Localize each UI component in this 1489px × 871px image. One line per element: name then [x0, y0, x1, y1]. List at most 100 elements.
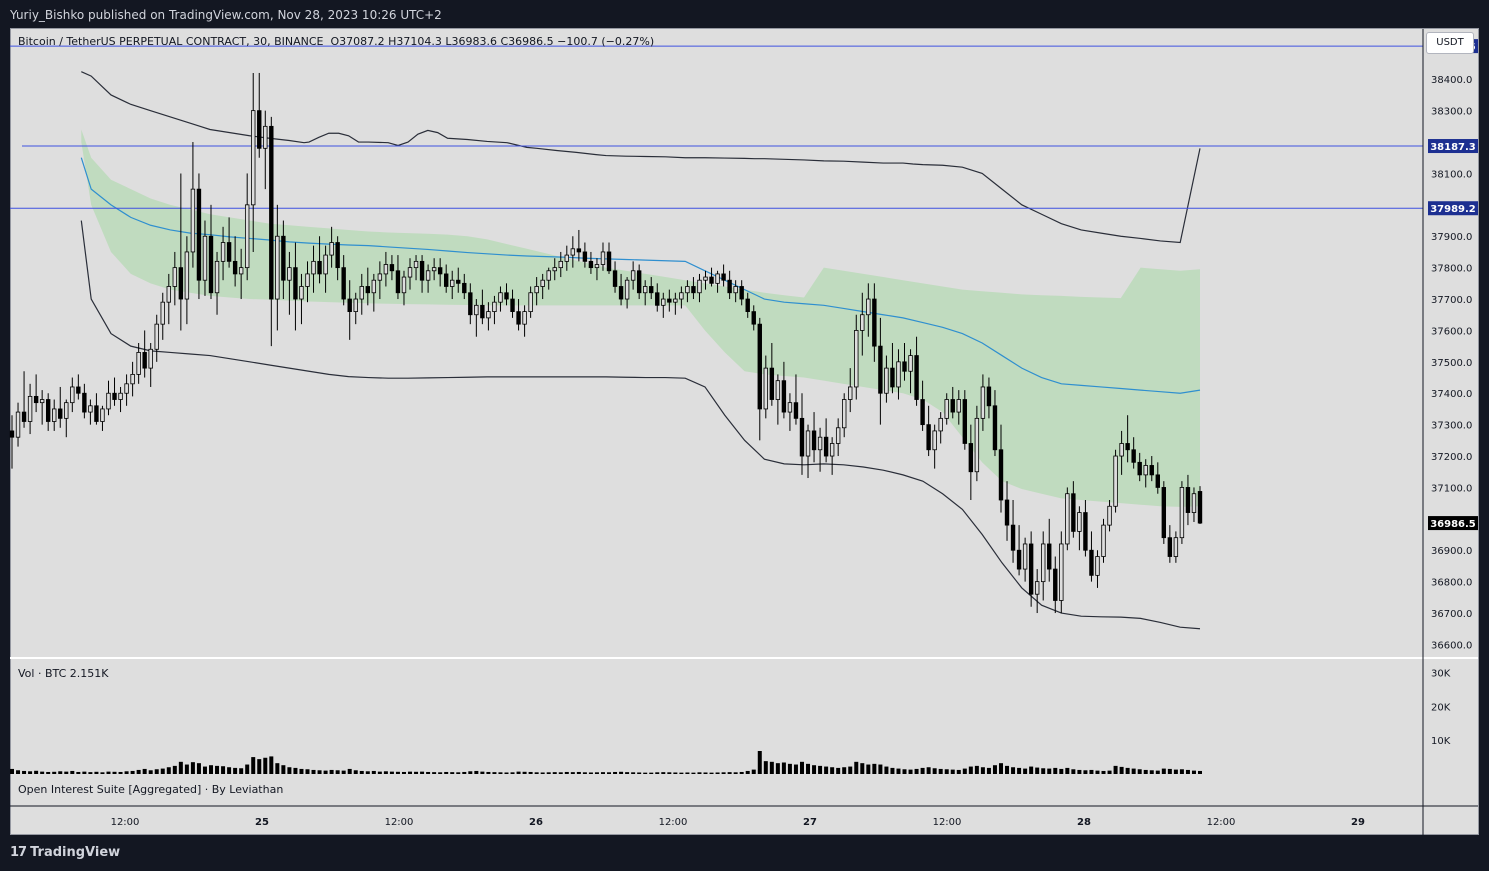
level-price-tag	[1428, 201, 1478, 216]
volume-bar	[1167, 768, 1172, 774]
candle	[413, 255, 419, 281]
symbol-name: Bitcoin / TetherUS PERPETUAL CONTRACT, 3…	[18, 35, 324, 48]
candle	[1083, 500, 1088, 557]
candle	[787, 393, 793, 431]
candle	[504, 283, 509, 306]
candle	[341, 255, 346, 306]
candle	[703, 270, 708, 290]
volume-bar	[432, 772, 437, 774]
volume-bar	[926, 767, 931, 774]
volume-bar	[715, 772, 720, 774]
volume-bar	[709, 772, 714, 774]
volume-bar	[998, 763, 1003, 774]
volume-bar	[1143, 769, 1148, 774]
volume-bar	[685, 772, 690, 774]
volume-bar	[673, 772, 678, 774]
volume-bar	[866, 764, 871, 774]
candle	[437, 258, 443, 287]
candle	[130, 361, 135, 397]
volume-bar	[154, 769, 159, 774]
candle	[1004, 481, 1010, 541]
volume-bar	[986, 767, 991, 774]
volume-bar	[1023, 768, 1028, 774]
candle	[829, 437, 835, 475]
tradingview-brand[interactable]: 17 TradingView	[10, 845, 120, 860]
volume-bar	[854, 761, 859, 774]
candle	[407, 258, 413, 290]
volume-bar	[100, 772, 105, 774]
candle	[299, 273, 304, 325]
candle	[431, 258, 437, 281]
volume-bar	[299, 768, 304, 774]
tradingview-logo-icon: 17	[10, 845, 27, 860]
volume-bar	[456, 772, 461, 774]
volume-bar	[769, 761, 774, 774]
volume-bar	[341, 770, 346, 774]
candle	[974, 405, 980, 482]
volume-bar	[202, 766, 207, 774]
volume-bar	[848, 766, 853, 774]
candle	[624, 277, 630, 309]
candle	[317, 236, 322, 284]
candle	[781, 361, 787, 419]
candle	[884, 355, 889, 403]
currency-button[interactable]: USDT	[1426, 32, 1474, 54]
volume-bar	[884, 766, 889, 774]
candle	[1125, 415, 1130, 463]
candle	[486, 302, 491, 331]
candle	[661, 292, 666, 318]
volume-bar	[269, 756, 274, 774]
candle	[721, 264, 726, 287]
candle	[866, 283, 871, 337]
candle	[112, 377, 117, 406]
volume-bar	[1029, 766, 1034, 774]
volume-bar	[88, 772, 93, 774]
volume-bar	[932, 768, 937, 774]
candle	[667, 289, 672, 312]
price-tick-label: 37200.0	[1431, 452, 1472, 463]
volume-bar	[649, 772, 654, 774]
candle	[902, 343, 907, 381]
volume-bar	[323, 770, 328, 774]
volume-bar	[46, 771, 51, 774]
volume-bar	[619, 771, 624, 774]
volume-bar	[377, 771, 382, 774]
volume-bar	[625, 772, 630, 774]
candle	[992, 390, 998, 457]
volume-bar	[444, 771, 449, 774]
candle	[154, 314, 159, 362]
candle	[425, 264, 431, 293]
volume-bar	[836, 767, 841, 774]
volume-bar	[1149, 770, 1154, 774]
volume-bar	[824, 766, 829, 774]
candle	[257, 72, 262, 158]
candle	[118, 386, 123, 413]
candle	[1119, 430, 1124, 475]
volume-bar	[426, 771, 431, 774]
volume-bar	[257, 759, 262, 774]
volume-bar	[860, 763, 865, 774]
volume-bar	[438, 772, 443, 774]
candle	[842, 393, 847, 438]
candle	[733, 280, 738, 303]
volume-bar	[570, 772, 575, 774]
volume-bar	[215, 765, 220, 774]
volume-bar	[643, 772, 648, 774]
time-tick-label: 27	[803, 817, 817, 828]
volume-bar	[872, 763, 877, 774]
volume-bar	[546, 772, 551, 774]
candle	[1034, 569, 1040, 614]
candle	[673, 292, 678, 315]
volume-bar	[124, 771, 129, 774]
candle	[39, 390, 45, 425]
candle	[890, 343, 895, 394]
candle	[468, 283, 473, 325]
candle	[238, 248, 244, 300]
candle	[775, 374, 781, 425]
price-tick-label: 36700.0	[1431, 609, 1472, 620]
volume-bar	[1155, 770, 1160, 774]
volume-bar	[227, 767, 232, 774]
candle	[64, 399, 69, 438]
candle	[697, 273, 702, 303]
